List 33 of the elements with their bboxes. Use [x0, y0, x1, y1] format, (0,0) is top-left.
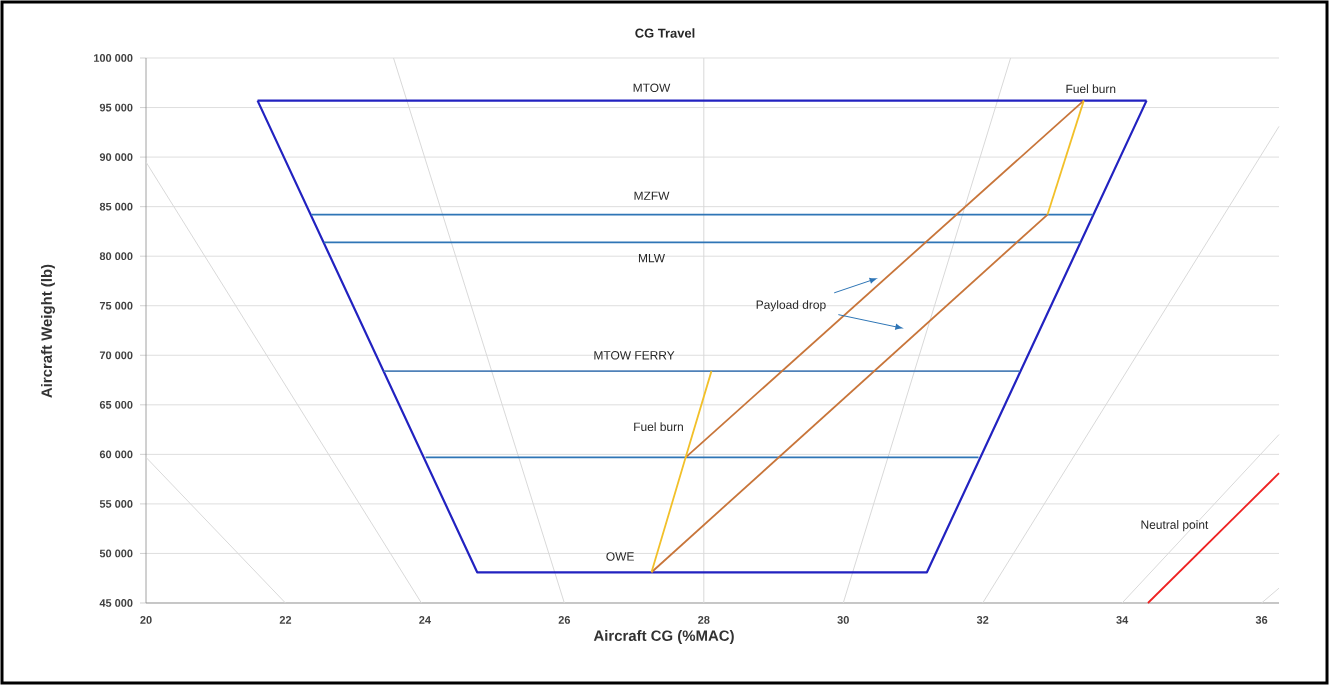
y-tick-label: 75 000	[99, 301, 133, 310]
y-tick-label: 65 000	[99, 400, 133, 409]
annotation: MZFW	[634, 191, 670, 200]
annotation: MTOW FERRY	[594, 351, 675, 360]
y-axis-title: Aircraft Weight (lb)	[41, 264, 55, 398]
y-tick-label: 45 000	[99, 599, 133, 607]
x-tick-label: 32	[976, 616, 989, 624]
y-tick-label: 85 000	[99, 202, 133, 211]
y-tick-label: 100 000	[94, 54, 133, 62]
annotation: Neutral point	[1141, 520, 1209, 532]
y-tick-label: 55 000	[99, 500, 133, 508]
annotation: MTOW	[633, 83, 671, 92]
x-tick-label: 36	[1255, 616, 1268, 624]
y-tick-label: 50 000	[99, 549, 133, 558]
chart-title: CG Travel	[635, 28, 695, 38]
x-tick-label: 26	[558, 616, 571, 624]
x-tick-label: 24	[419, 616, 431, 624]
annotation: Payload drop	[756, 300, 826, 312]
y-tick-label: 80 000	[99, 252, 133, 261]
y-tick-label: 60 000	[99, 450, 133, 459]
y-tick-label: 70 000	[99, 351, 133, 360]
y-tick-label: 90 000	[99, 153, 133, 161]
x-tick-label: 22	[279, 616, 292, 624]
x-tick-label: 28	[698, 616, 710, 624]
y-tick-label: 95 000	[99, 103, 133, 112]
annotation: Fuel burn	[1066, 84, 1116, 94]
annotation: Fuel burn	[634, 422, 683, 432]
x-tick-label: 34	[1116, 616, 1129, 624]
annotation: OWE	[606, 552, 634, 561]
x-axis-title: Aircraft CG (%MAC)	[593, 630, 734, 644]
annotation: MLW	[638, 254, 665, 263]
x-tick-label: 30	[837, 616, 849, 624]
x-tick-label: 20	[140, 616, 152, 624]
